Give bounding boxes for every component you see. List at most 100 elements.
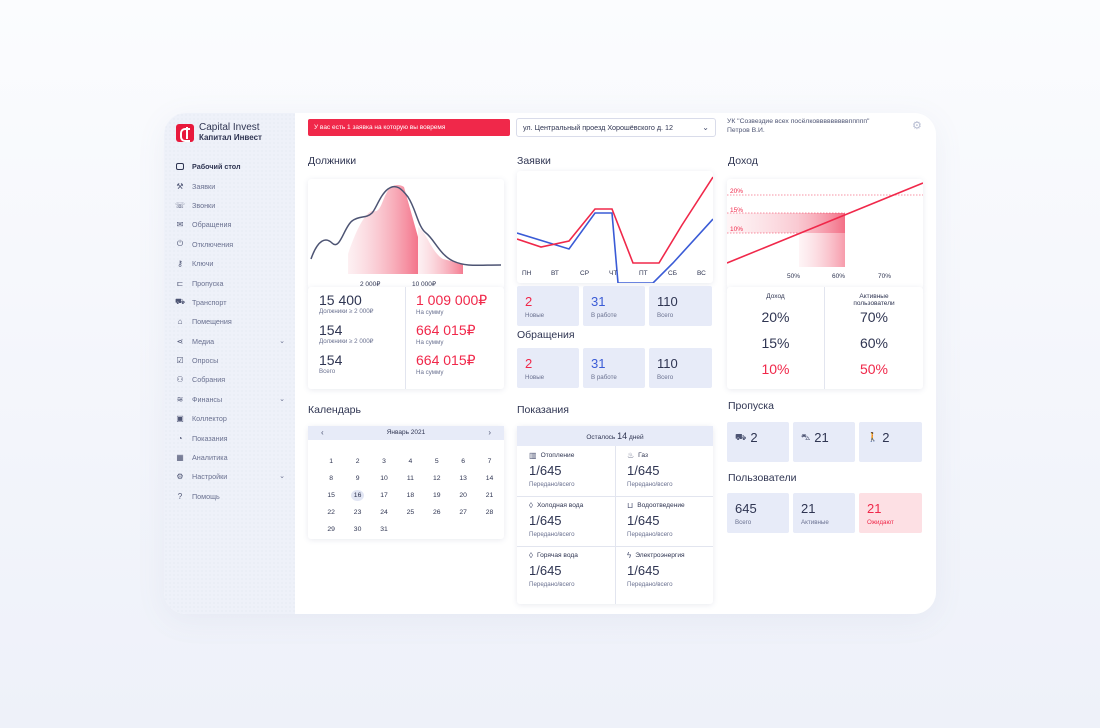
- calendar-day[interactable]: 6: [461, 458, 466, 465]
- gear-icon[interactable]: ⚙: [912, 120, 922, 132]
- sidebar-item-keys[interactable]: ⚷ Ключи: [175, 254, 285, 273]
- sidebar-item-media[interactable]: ⋖ Медиа ⌄: [175, 332, 285, 351]
- calendar-day[interactable]: 21: [485, 492, 494, 499]
- calendar-day[interactable]: 2: [355, 458, 360, 465]
- calendar-day[interactable]: 18: [406, 492, 415, 499]
- debtors-distribution-chart: 2 000₽ 10 000₽: [310, 185, 502, 288]
- meter-value: 1/645: [529, 463, 562, 478]
- sidebar-item-premises[interactable]: ⌂ Помещения: [175, 312, 285, 331]
- meter-sub: Передано/всего: [529, 481, 575, 488]
- calendar-day[interactable]: 11: [406, 475, 414, 482]
- calendar-day[interactable]: 10: [380, 475, 388, 482]
- requests-total-label: Всего: [657, 312, 674, 319]
- passes-truck-value: 2: [750, 430, 758, 445]
- meters-card: Осталось 14 дней ▥ Отопление 1/645 Переда…: [517, 426, 713, 604]
- requests-in-work-label: В работе: [591, 312, 617, 319]
- calendar-day[interactable]: 15: [327, 492, 335, 499]
- calendar-day[interactable]: 27: [459, 509, 467, 516]
- users-title: Пользователи: [728, 472, 797, 484]
- sidebar-item-outages[interactable]: ⏻ Отключения: [175, 235, 285, 254]
- meter-cold-water[interactable]: ◊ Холодная вода 1/645 Передано/всего: [529, 501, 626, 551]
- meter-drainage[interactable]: ⊔ Водоотведение 1/645 Передано/всего: [627, 501, 724, 551]
- x-label: 60%: [832, 273, 845, 280]
- calendar-day[interactable]: 26: [432, 509, 441, 516]
- calendar-day[interactable]: 31: [380, 526, 388, 533]
- calendar-day[interactable]: 1: [329, 458, 334, 465]
- calendar-day[interactable]: 23: [353, 509, 362, 516]
- chevron-left-icon[interactable]: ‹: [321, 428, 324, 437]
- calendar-day[interactable]: 3: [382, 458, 386, 465]
- sidebar-item-finance[interactable]: ≋ Финансы ⌄: [175, 390, 285, 409]
- chevron-right-icon[interactable]: ›: [488, 428, 491, 437]
- calendar-day[interactable]: 28: [485, 509, 494, 516]
- x-label: 50%: [787, 273, 800, 280]
- passes-pedestrian-tile[interactable]: 🚶 2: [859, 422, 922, 462]
- calendar-day[interactable]: 7: [487, 458, 492, 465]
- meter-label-text: Электроэнергия: [635, 552, 685, 559]
- chevron-down-icon: ⌄: [702, 123, 709, 132]
- sidebar-item-appeals[interactable]: ✉ Обращения: [175, 215, 285, 234]
- calendar-day[interactable]: 25: [406, 509, 415, 516]
- key-icon: ⚷: [177, 259, 183, 269]
- meter-electricity[interactable]: ϟ Электроэнергия 1/645 Передано/всего: [627, 551, 724, 601]
- users-active-tile[interactable]: 21 Активные: [793, 493, 855, 533]
- passes-car-tile[interactable]: ⛍ 21: [793, 422, 855, 462]
- calendar-day[interactable]: 9: [355, 475, 360, 482]
- debtors-total-label: Всего: [319, 368, 336, 375]
- meter-hot-water[interactable]: ◊ Горячая вода 1/645 Передано/всего: [529, 551, 626, 601]
- users-pending-tile[interactable]: 21 Ожидают: [859, 493, 922, 533]
- requests-in-work-tile[interactable]: 31 В работе: [583, 286, 645, 326]
- sidebar-item-readings[interactable]: ◔ Показания: [175, 428, 285, 447]
- sidebar-item-transport[interactable]: ⛟ Транспорт: [175, 293, 285, 312]
- sidebar-item-polls[interactable]: ☑ Опросы: [175, 351, 285, 370]
- appeals-total-tile[interactable]: 110 Всего: [649, 348, 712, 388]
- requests-total-tile[interactable]: 110 Всего: [649, 286, 712, 326]
- calendar-day[interactable]: 8: [329, 475, 334, 482]
- calendar-day[interactable]: 4: [408, 458, 413, 465]
- meter-heating[interactable]: ▥ Отопление 1/645 Передано/всего: [529, 451, 626, 501]
- appeals-in-work-tile[interactable]: 31 В работе: [583, 348, 645, 388]
- calendar-day[interactable]: 19: [432, 492, 441, 499]
- calendar-day[interactable]: 14: [485, 475, 494, 482]
- calendar-day[interactable]: 12: [432, 475, 441, 482]
- alert-banner[interactable]: У вас есть 1 заявка на которую вы воврем…: [308, 119, 510, 136]
- sidebar-item-calls[interactable]: ☏ Звонки: [175, 196, 285, 215]
- sidebar-item-collector[interactable]: ▣ Коллектор: [175, 409, 285, 428]
- passes-truck-tile[interactable]: ⛟ 2: [727, 422, 789, 462]
- sidebar-item-passes[interactable]: ⊏ Пропуска: [175, 273, 285, 292]
- debtors-count-2: 154: [319, 322, 343, 338]
- address-select[interactable]: ул. Центральный проезд Хорошёвского д. 1…: [516, 118, 716, 137]
- calendar-day[interactable]: 22: [327, 509, 335, 516]
- appeals-new-tile[interactable]: 2 Новые: [517, 348, 579, 388]
- calendar-day[interactable]: 30: [353, 526, 362, 533]
- requests-new-tile[interactable]: 2 Новые: [517, 286, 579, 326]
- sidebar-item-requests[interactable]: ⚒ Заявки: [175, 176, 285, 195]
- chevron-down-icon: ⌄: [279, 395, 285, 403]
- calendar-day[interactable]: 5: [434, 458, 439, 465]
- calendar-day[interactable]: 13: [459, 475, 467, 482]
- calendar-day[interactable]: 17: [380, 492, 388, 499]
- meter-gas[interactable]: ♨ Газ 1/645 Передано/всего: [627, 451, 724, 501]
- sidebar-item-label: Финансы: [192, 394, 223, 404]
- requests-line-chart: ПН ВТ СР ЧТ ПТ СБ ВС: [516, 176, 714, 284]
- calendar-day[interactable]: 29: [327, 526, 335, 533]
- calendar-day[interactable]: 24: [380, 509, 388, 516]
- main-content: У вас есть 1 заявка на которую вы воврем…: [295, 113, 936, 614]
- address-value: ул. Центральный проезд Хорошёвского д. 1…: [523, 123, 673, 132]
- appeals-in-work-label: В работе: [591, 374, 617, 381]
- logo[interactable]: Capital Invest Капитал Инвест: [176, 122, 262, 143]
- sidebar-item-meetings[interactable]: ⚇ Собрания: [175, 370, 285, 389]
- sidebar-item-desktop[interactable]: Рабочий стол: [175, 157, 285, 176]
- debtors-count: 15 400: [319, 292, 362, 308]
- people-icon: ⚇: [176, 375, 184, 385]
- debtors-total: 154: [319, 352, 343, 368]
- users-total-value: 645: [735, 501, 757, 516]
- sidebar-item-help[interactable]: ? Помощь: [175, 487, 285, 506]
- calendar-day[interactable]: 20: [459, 492, 467, 499]
- users-total-tile[interactable]: 645 Всего: [727, 493, 789, 533]
- appeals-in-work-value: 31: [591, 356, 606, 371]
- meter-sub: Передано/всего: [627, 581, 673, 588]
- sidebar-item-analytics[interactable]: ▦ Аналитика: [175, 448, 285, 467]
- sidebar-item-settings[interactable]: ⚙ Настройки ⌄: [175, 467, 285, 486]
- calendar-day[interactable]: 16: [351, 490, 365, 501]
